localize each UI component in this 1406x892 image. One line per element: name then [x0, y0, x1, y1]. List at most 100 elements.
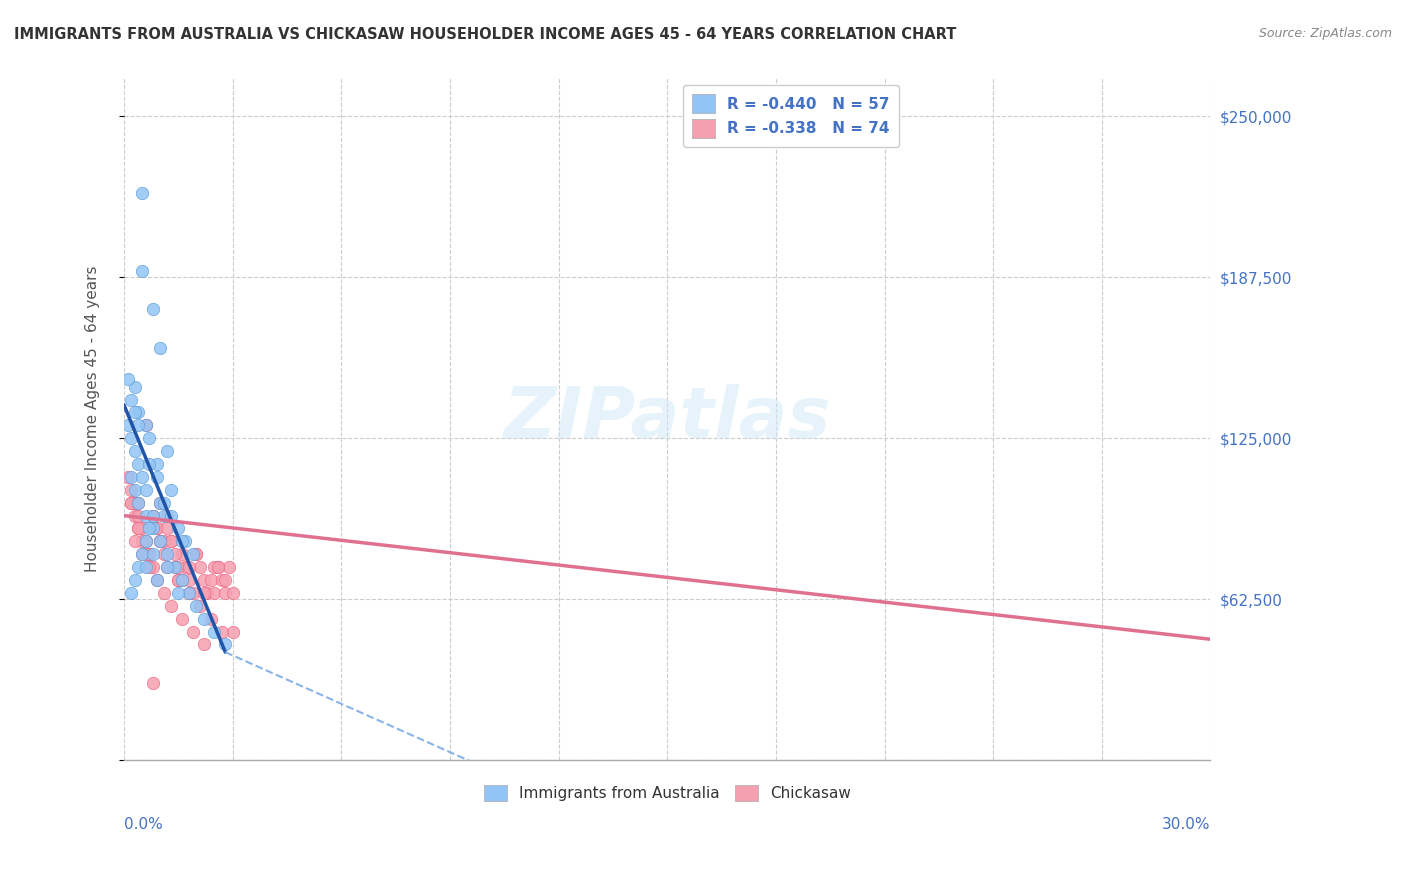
Point	[200, 612, 222, 626]
Point	[149, 341, 172, 355]
Point	[117, 372, 139, 386]
Point	[152, 547, 174, 561]
Point	[138, 431, 160, 445]
Point	[127, 560, 149, 574]
Point	[135, 560, 157, 574]
Point	[186, 547, 208, 561]
Point	[214, 586, 236, 600]
Text: 0.0%: 0.0%	[124, 817, 163, 832]
Point	[170, 547, 193, 561]
Point	[138, 521, 160, 535]
Point	[170, 612, 193, 626]
Point	[138, 547, 160, 561]
Point	[211, 624, 233, 639]
Point	[127, 521, 149, 535]
Point	[156, 547, 179, 561]
Point	[135, 534, 157, 549]
Point	[221, 586, 243, 600]
Point	[120, 496, 142, 510]
Point	[218, 560, 240, 574]
Point	[149, 496, 172, 510]
Point	[124, 444, 146, 458]
Point	[160, 534, 183, 549]
Point	[138, 457, 160, 471]
Point	[160, 534, 183, 549]
Point	[152, 496, 174, 510]
Point	[145, 470, 167, 484]
Point	[131, 470, 153, 484]
Point	[120, 483, 142, 497]
Point	[188, 599, 211, 613]
Point	[127, 418, 149, 433]
Text: Source: ZipAtlas.com: Source: ZipAtlas.com	[1258, 27, 1392, 40]
Point	[149, 496, 172, 510]
Point	[193, 586, 215, 600]
Y-axis label: Householder Income Ages 45 - 64 years: Householder Income Ages 45 - 64 years	[86, 266, 100, 572]
Point	[200, 573, 222, 587]
Point	[135, 418, 157, 433]
Point	[156, 560, 179, 574]
Point	[207, 560, 229, 574]
Point	[124, 405, 146, 419]
Point	[124, 508, 146, 523]
Point	[167, 521, 190, 535]
Point	[195, 586, 218, 600]
Point	[127, 496, 149, 510]
Point	[163, 560, 186, 574]
Point	[135, 508, 157, 523]
Point	[193, 612, 215, 626]
Point	[170, 534, 193, 549]
Point	[204, 624, 226, 639]
Point	[135, 483, 157, 497]
Text: IMMIGRANTS FROM AUSTRALIA VS CHICKASAW HOUSEHOLDER INCOME AGES 45 - 64 YEARS COR: IMMIGRANTS FROM AUSTRALIA VS CHICKASAW H…	[14, 27, 956, 42]
Point	[131, 521, 153, 535]
Point	[186, 599, 208, 613]
Legend: Immigrants from Australia, Chickasaw: Immigrants from Australia, Chickasaw	[478, 780, 856, 807]
Point	[167, 573, 190, 587]
Point	[138, 547, 160, 561]
Point	[120, 496, 142, 510]
Point	[167, 560, 190, 574]
Text: 30.0%: 30.0%	[1161, 817, 1211, 832]
Point	[156, 444, 179, 458]
Point	[127, 508, 149, 523]
Point	[120, 392, 142, 407]
Point	[149, 534, 172, 549]
Point	[167, 586, 190, 600]
Point	[177, 586, 200, 600]
Point	[174, 560, 197, 574]
Point	[145, 457, 167, 471]
Point	[145, 521, 167, 535]
Point	[177, 560, 200, 574]
Point	[156, 521, 179, 535]
Point	[193, 637, 215, 651]
Point	[142, 508, 165, 523]
Point	[163, 560, 186, 574]
Point	[186, 547, 208, 561]
Point	[124, 380, 146, 394]
Point	[120, 586, 142, 600]
Point	[124, 573, 146, 587]
Point	[127, 521, 149, 535]
Point	[127, 496, 149, 510]
Point	[142, 676, 165, 690]
Point	[160, 599, 183, 613]
Point	[152, 534, 174, 549]
Point	[131, 547, 153, 561]
Point	[142, 302, 165, 317]
Point	[117, 418, 139, 433]
Point	[177, 586, 200, 600]
Point	[204, 560, 226, 574]
Point	[131, 264, 153, 278]
Point	[214, 637, 236, 651]
Point	[145, 573, 167, 587]
Point	[142, 508, 165, 523]
Point	[221, 624, 243, 639]
Point	[120, 470, 142, 484]
Point	[211, 573, 233, 587]
Point	[138, 560, 160, 574]
Point	[131, 186, 153, 201]
Point	[207, 560, 229, 574]
Point	[170, 573, 193, 587]
Point	[120, 431, 142, 445]
